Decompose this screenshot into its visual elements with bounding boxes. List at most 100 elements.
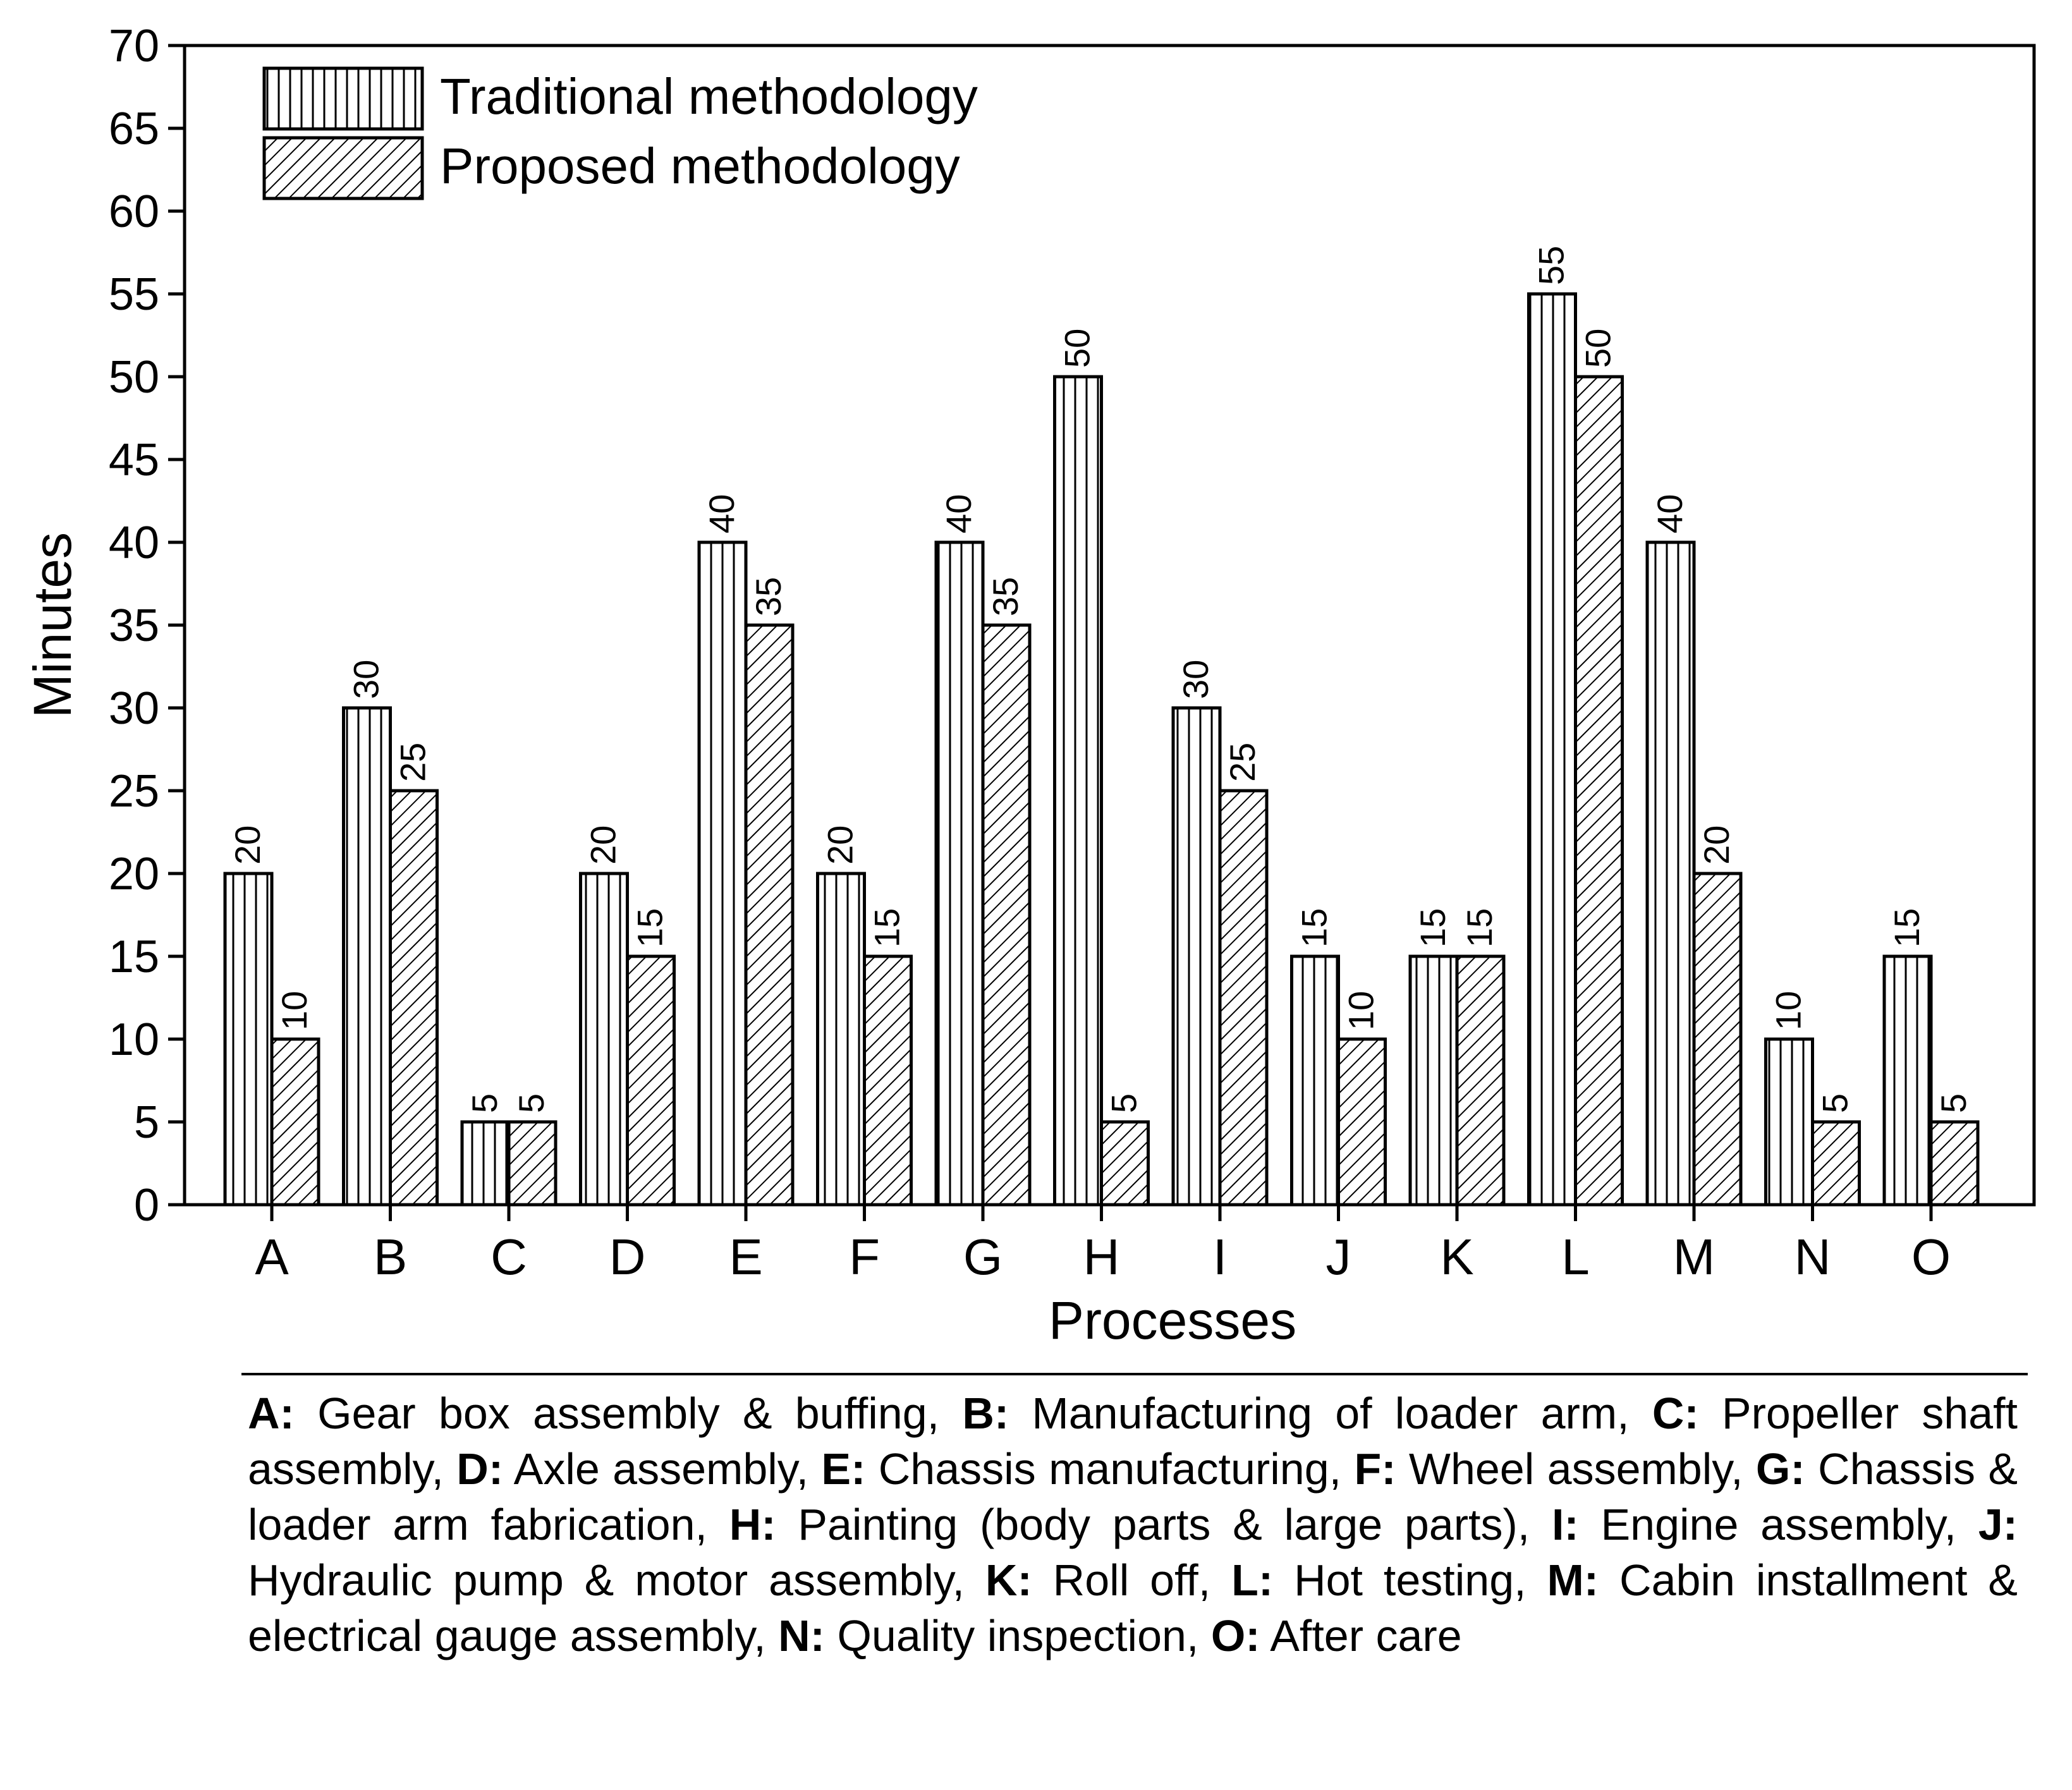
- x-tick-label: M: [1673, 1229, 1715, 1285]
- bar-proposed: [1218, 789, 1269, 1207]
- data-label: 35: [748, 577, 788, 616]
- data-label: 30: [346, 660, 386, 699]
- bar-traditional: [697, 540, 748, 1207]
- data-label: 50: [1057, 329, 1097, 368]
- bar-proposed: [981, 623, 1032, 1207]
- y-tick-label: 40: [109, 518, 159, 568]
- bar-traditional: [1527, 292, 1577, 1207]
- data-label: 5: [1104, 1093, 1144, 1113]
- caption-key: C:: [1652, 1389, 1699, 1438]
- x-tick-label: I: [1213, 1229, 1227, 1285]
- caption-key: O:: [1210, 1611, 1260, 1660]
- caption-key: N:: [778, 1611, 825, 1660]
- bar-proposed: [626, 954, 676, 1207]
- data-label: 50: [1578, 329, 1618, 368]
- caption-text: Chassis manufacturing,: [865, 1444, 1355, 1494]
- caption-text: Quality inspection,: [825, 1611, 1211, 1660]
- legend-swatch: [262, 66, 424, 131]
- caption-key: A:: [248, 1389, 295, 1438]
- caption-text: After care: [1260, 1611, 1462, 1660]
- y-tick-label: 0: [134, 1180, 159, 1231]
- y-tick-label: 10: [109, 1014, 159, 1065]
- y-tick-label: 20: [109, 849, 159, 899]
- bar-proposed: [1811, 1120, 1861, 1207]
- caption-key: L:: [1231, 1556, 1274, 1605]
- data-label: 20: [583, 825, 623, 865]
- x-tick-label: D: [609, 1229, 646, 1285]
- bar-traditional: [1645, 540, 1696, 1207]
- data-label: 10: [1769, 991, 1808, 1030]
- caption-text: Cabin installment & electrical gauge ass…: [248, 1556, 2018, 1660]
- data-label: 25: [393, 743, 433, 782]
- bar-proposed: [389, 789, 439, 1207]
- data-label: 40: [939, 494, 978, 533]
- data-label: 15: [1295, 908, 1334, 947]
- caption-text: Roll off,: [1032, 1556, 1232, 1605]
- x-tick-label: B: [374, 1229, 407, 1285]
- caption-key: H:: [729, 1500, 776, 1549]
- data-label: 10: [274, 991, 314, 1030]
- bar-traditional: [1290, 954, 1340, 1207]
- y-tick-label: 45: [109, 435, 159, 485]
- data-label: 15: [1460, 908, 1499, 947]
- x-tick-label: H: [1083, 1229, 1120, 1285]
- bar-traditional: [934, 540, 985, 1207]
- bar-proposed: [1574, 375, 1624, 1207]
- x-tick-label: F: [849, 1229, 880, 1285]
- bar-proposed: [1455, 954, 1506, 1207]
- bar-traditional: [342, 706, 392, 1207]
- data-label: 20: [820, 825, 860, 865]
- bar-proposed: [1100, 1120, 1150, 1207]
- x-axis-title: Processes: [1049, 1291, 1296, 1350]
- caption-key: J:: [1978, 1500, 2018, 1549]
- legend-label: Traditional methodology: [440, 68, 978, 125]
- data-label: 30: [1176, 660, 1216, 699]
- data-label: 15: [1413, 908, 1453, 947]
- x-tick-label: E: [729, 1229, 762, 1285]
- bar-proposed: [507, 1120, 558, 1207]
- y-tick-label: 5: [134, 1097, 159, 1148]
- x-tick-label: K: [1440, 1229, 1473, 1285]
- y-tick-label: 35: [109, 600, 159, 651]
- data-label: 5: [1934, 1093, 1973, 1113]
- data-label: 40: [1650, 494, 1690, 533]
- data-label: 5: [511, 1093, 551, 1113]
- y-tick-label: 55: [109, 269, 159, 320]
- y-tick-label: 25: [109, 766, 159, 817]
- caption-text: Chassis & loader arm fabrication,: [248, 1444, 2018, 1549]
- caption-text: Hydraulic pump & motor assembly,: [248, 1556, 985, 1605]
- caption-text: Hot testing,: [1273, 1556, 1547, 1605]
- bar-proposed: [1692, 872, 1743, 1207]
- data-label: 25: [1222, 743, 1262, 782]
- x-tick-label: L: [1561, 1229, 1590, 1285]
- bar-traditional: [1408, 954, 1459, 1207]
- y-tick-label: 70: [109, 21, 159, 71]
- bar-traditional: [460, 1120, 511, 1207]
- y-axis-title: Minutes: [23, 532, 82, 718]
- legend-swatch: [262, 136, 424, 200]
- data-label: 15: [1887, 908, 1927, 947]
- caption-text: Manufacturing of loader arm,: [1009, 1389, 1652, 1438]
- y-tick-label: 30: [109, 683, 159, 734]
- plot-frame: [183, 44, 2036, 1207]
- bar-proposed: [1337, 1037, 1387, 1207]
- bar-proposed: [744, 623, 795, 1207]
- caption-text: Engine assembly,: [1578, 1500, 1978, 1549]
- bar-traditional: [816, 872, 866, 1207]
- x-tick-label: C: [491, 1229, 527, 1285]
- bar-traditional: [1764, 1037, 1814, 1207]
- caption-text: Axle assembly,: [503, 1444, 822, 1494]
- plot-area: 0510152025303540455055606570MinutesA2010…: [23, 21, 2036, 1350]
- caption-key: G:: [1755, 1444, 1805, 1494]
- bar-traditional: [223, 872, 274, 1207]
- caption-key: B:: [962, 1389, 1009, 1438]
- y-tick-label: 50: [109, 352, 159, 403]
- bar-traditional: [1882, 954, 1933, 1207]
- process-legend-caption: A: Gear box assembly & buffing, B: Manuf…: [248, 1385, 2018, 1664]
- data-label: 20: [1697, 825, 1736, 865]
- bar-traditional: [579, 872, 629, 1207]
- bar-chart: 0510152025303540455055606570MinutesA2010…: [23, 21, 2036, 1350]
- caption-key: I:: [1551, 1500, 1579, 1549]
- caption-text: Gear box assembly & buffing,: [294, 1389, 963, 1438]
- y-tick-label: 15: [109, 932, 159, 982]
